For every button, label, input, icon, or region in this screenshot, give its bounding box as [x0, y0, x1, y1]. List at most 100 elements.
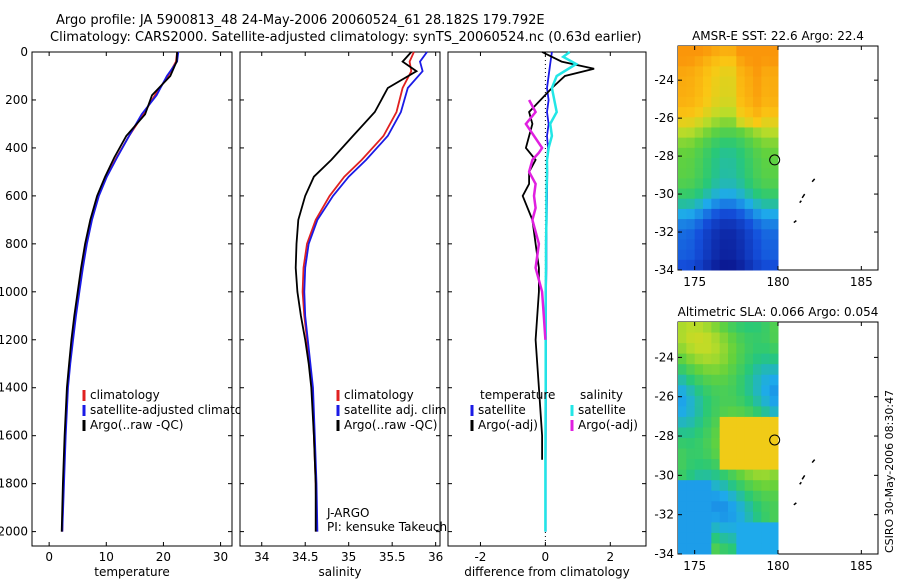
sst-map-cell: [686, 178, 696, 190]
sst-map-cell: [744, 66, 754, 78]
sst-map-cell: [694, 229, 704, 240]
sla-map-cell: [719, 522, 729, 534]
sla-map-cell: [753, 416, 762, 428]
sla-map-cell: [703, 459, 712, 471]
sst-map-cell: [686, 168, 696, 179]
sla-map-cell: [694, 459, 704, 471]
sst-map-cell: [728, 66, 737, 78]
sla-map-cell: [719, 322, 729, 334]
sla-map-cell: [711, 416, 721, 428]
difference-plot-frame: [447, 51, 647, 547]
sst-map-cell: [761, 46, 771, 57]
sst-map-cell: [686, 76, 696, 88]
sla-map-cell: [769, 385, 779, 397]
salinity-annotation-program: J-ARGO: [326, 506, 369, 520]
sla-map-ytick-label: -30: [654, 468, 674, 482]
sla-map-cell: [703, 543, 712, 555]
sla-map-ytick-label: -34: [654, 547, 674, 561]
sla-map-cell: [744, 332, 754, 344]
sla-map-cell: [703, 416, 712, 428]
sst-map-cell: [728, 158, 737, 169]
sla-map-cell: [711, 364, 721, 376]
sst-map-cell: [761, 229, 771, 240]
sst-map-cell: [686, 219, 696, 230]
sla-map-cell: [761, 364, 771, 376]
sla-map-cell: [694, 532, 704, 544]
sst-map-cell: [719, 239, 729, 251]
sst-map-cell: [703, 229, 712, 240]
sst-map-cell: [703, 198, 712, 210]
sla-map-cell: [728, 438, 737, 450]
sst-map-cell: [769, 107, 779, 118]
sla-map-cell: [719, 532, 729, 544]
sst-map-cell: [728, 178, 737, 190]
sla-map-cell: [711, 469, 721, 481]
sla-map-cell: [711, 543, 721, 555]
sla-map-cell: [753, 385, 762, 397]
sla-map-cell: [761, 490, 771, 502]
sst-map-cell: [744, 117, 754, 128]
sst-map-cell: [678, 259, 687, 271]
sst-map-cell: [678, 137, 687, 149]
sst-map-cell: [711, 158, 721, 169]
sst-map-cell: [703, 96, 712, 108]
sst-map-cell: [753, 66, 762, 78]
sla-map-cell: [744, 374, 754, 386]
difference-legend-label: satellite: [478, 403, 526, 417]
sla-map-cell: [728, 448, 737, 460]
sla-map-cell: [694, 353, 704, 365]
sla-map-cell: [711, 427, 721, 439]
sla-map-cell: [744, 385, 754, 397]
temperature-ytick-label: 600: [5, 189, 28, 203]
sla-map-cell: [744, 427, 754, 439]
sst-map-cell: [711, 56, 721, 67]
sst-map-cell: [728, 127, 737, 139]
sla-map-cell: [678, 385, 687, 397]
sla-map-cell: [694, 332, 704, 344]
sla-map-cell: [719, 343, 729, 355]
sst-map-cell: [694, 188, 704, 200]
sla-map-cell: [711, 501, 721, 513]
temperature-ytick-label: 1800: [0, 477, 28, 491]
sla-map-cell: [686, 374, 696, 386]
sla-map-cell: [703, 501, 712, 513]
sla-map-cell: [703, 332, 712, 344]
sla-map-cell: [753, 364, 762, 376]
sla-map-cell: [736, 511, 746, 523]
sla-map-cell: [694, 469, 704, 481]
sla-map-cell: [678, 438, 687, 450]
difference-legend-label: satellite: [578, 403, 626, 417]
sla-map-cell: [753, 353, 762, 365]
sla-map-cell: [719, 543, 729, 555]
sla-map-cell: [728, 469, 737, 481]
sst-map-cell: [694, 117, 704, 128]
sla-map-cell: [736, 459, 746, 471]
sla-map-cell: [703, 374, 712, 386]
sst-map-cell: [694, 56, 704, 67]
sst-map-cell: [736, 147, 746, 159]
sst-map-cell: [694, 86, 704, 98]
sla-map-cell: [711, 490, 721, 502]
sla-map-cell: [744, 490, 754, 502]
sst-map-cell: [769, 66, 779, 78]
sla-map-cell: [728, 332, 737, 344]
sla-map-coast-fragment: [801, 474, 806, 480]
sst-map-cell: [686, 137, 696, 149]
sst-map-cell: [686, 86, 696, 98]
sla-map-cell: [769, 395, 779, 407]
sla-map-cell: [678, 459, 687, 471]
sla-map-cell: [753, 532, 762, 544]
difference-xtick-label: 0: [542, 550, 550, 564]
temperature-xtick-label: 30: [213, 550, 228, 564]
salinity-xtick-label: 35: [341, 550, 356, 564]
sst-map-cell: [728, 198, 737, 210]
sla-map-argo-position-marker: [769, 434, 781, 446]
sst-map-cell: [736, 188, 746, 200]
sla-map-cell: [694, 480, 704, 492]
sst-map-cell: [694, 76, 704, 88]
sla-map-cell: [678, 364, 687, 376]
sla-map-cell: [736, 406, 746, 418]
sla-map-cell: [736, 543, 746, 555]
sst-map-cell: [761, 147, 771, 159]
sst-map-cell: [753, 198, 762, 210]
